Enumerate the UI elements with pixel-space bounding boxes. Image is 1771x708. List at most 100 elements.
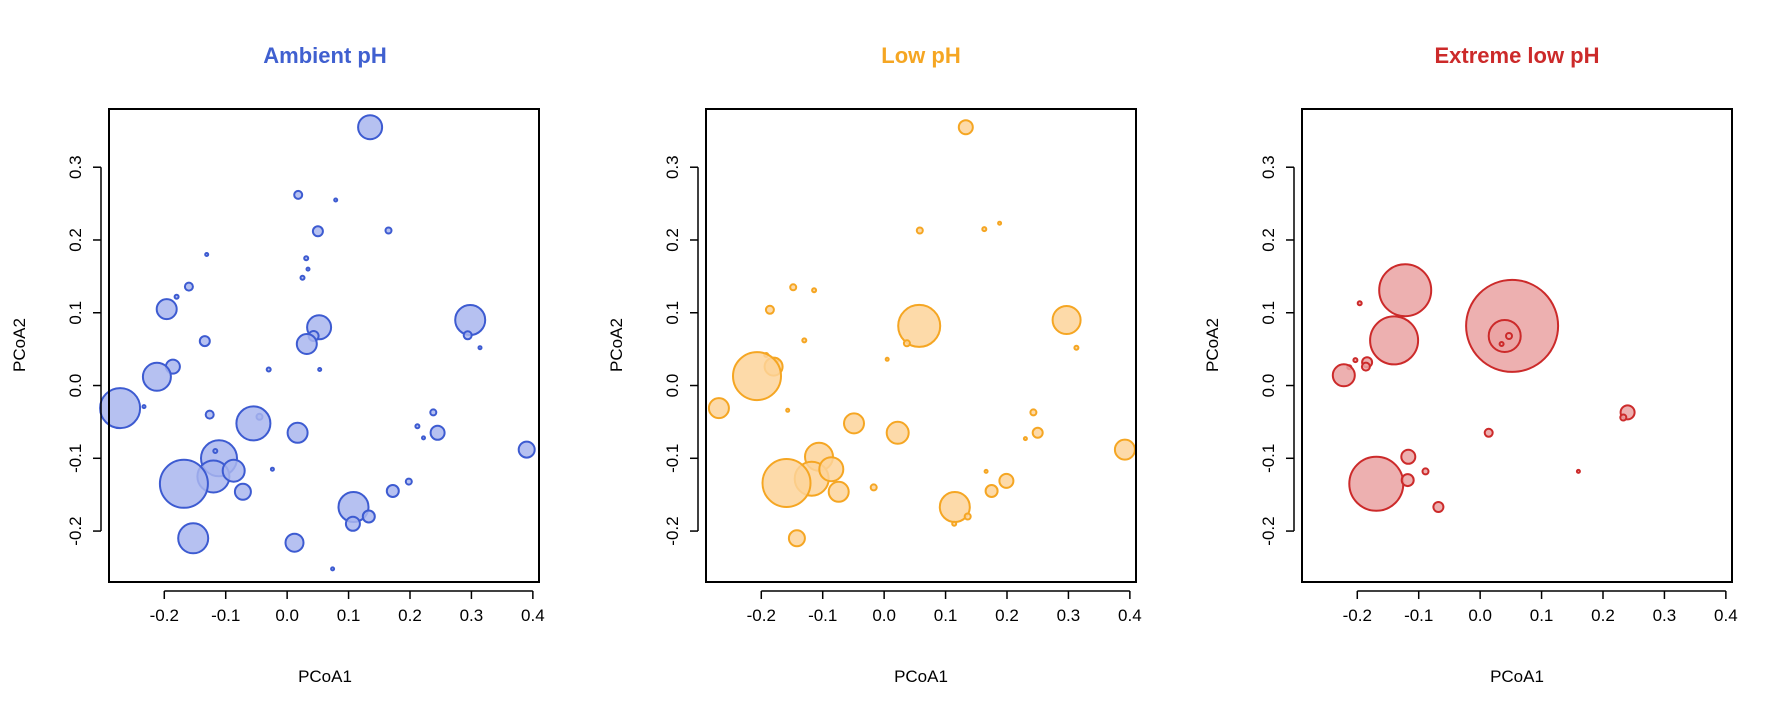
data-point <box>330 566 336 572</box>
data-point <box>827 480 850 503</box>
data-point <box>761 458 812 508</box>
data-point <box>818 456 845 483</box>
x-tick-label: 0.0 <box>1468 606 1492 625</box>
data-point <box>183 281 194 292</box>
data-point <box>421 435 426 441</box>
data-point <box>311 225 324 238</box>
points-low <box>707 119 1136 548</box>
data-point <box>173 293 180 300</box>
data-point <box>902 339 911 348</box>
data-point <box>1031 426 1044 439</box>
y-ticks-extreme: -0.2 -0.1 0.0 0.1 0.2 0.3 <box>1259 155 1295 546</box>
data-point <box>957 119 974 136</box>
data-point <box>915 226 924 235</box>
data-point <box>884 356 890 362</box>
data-point <box>1487 319 1522 353</box>
data-point <box>317 367 323 372</box>
data-point <box>299 274 306 281</box>
data-point <box>454 304 487 336</box>
data-point <box>1498 341 1505 347</box>
y-tick-label: 0.3 <box>1259 155 1278 179</box>
x-tick-label: 0.0 <box>872 606 896 625</box>
data-point <box>1432 501 1445 513</box>
data-point <box>1400 448 1417 465</box>
data-point <box>333 197 339 203</box>
x-axis-label-ambient: PCoA1 <box>298 667 352 686</box>
x-tick-label: 0.2 <box>995 606 1019 625</box>
data-point <box>1360 361 1371 372</box>
points-ambient <box>99 114 536 572</box>
data-point <box>1400 473 1415 488</box>
x-tick-label: 0.3 <box>460 606 484 625</box>
y-tick-label: 0.0 <box>1259 374 1278 398</box>
data-point <box>204 409 215 420</box>
plot-frame-extreme <box>1301 108 1733 583</box>
data-point <box>1505 332 1513 340</box>
data-point <box>983 468 989 474</box>
data-point <box>141 361 172 392</box>
data-point <box>361 509 376 524</box>
data-point <box>1421 467 1430 476</box>
data-point <box>385 484 400 498</box>
data-point <box>233 482 252 501</box>
data-point <box>477 345 483 351</box>
y-axis-label-extreme: PCoA2 <box>1203 318 1222 372</box>
data-point <box>1619 413 1628 422</box>
y-tick-label: 0.0 <box>663 374 682 398</box>
data-point <box>158 458 209 509</box>
data-point <box>789 283 798 292</box>
y-ticks-low: -0.2 -0.1 0.0 0.1 0.2 0.3 <box>663 155 699 546</box>
data-point <box>235 405 272 442</box>
x-tick-label: -0.2 <box>747 606 776 625</box>
y-tick-label: -0.1 <box>66 444 85 473</box>
data-point <box>843 412 865 435</box>
x-tick-label: 0.3 <box>1057 606 1081 625</box>
y-tick-label: -0.1 <box>663 444 682 473</box>
data-point <box>963 512 972 521</box>
data-point <box>384 226 393 235</box>
y-tick-label: 0.3 <box>66 155 85 179</box>
data-point <box>1051 305 1082 335</box>
data-point <box>429 408 438 417</box>
points-extreme <box>1331 263 1636 513</box>
y-axis-label-low: PCoA2 <box>607 318 626 372</box>
x-tick-label: 0.4 <box>521 606 545 625</box>
panel-low-ph: Low pH -0.2 -0.1 0.0 0.1 0.2 0.3 0.4 -0.2 -0.1 0… <box>607 43 1142 686</box>
x-tick-label: -0.1 <box>211 606 240 625</box>
data-point <box>414 423 421 430</box>
data-point <box>269 466 275 472</box>
data-point <box>305 266 311 272</box>
data-point <box>1352 357 1359 364</box>
data-point <box>998 472 1015 489</box>
x-tick-label: 0.2 <box>398 606 422 625</box>
data-point <box>293 189 304 200</box>
data-point <box>295 333 318 355</box>
data-point <box>885 420 910 445</box>
data-point <box>462 330 473 341</box>
data-point <box>284 532 305 553</box>
data-point <box>177 522 210 555</box>
data-point <box>984 484 999 498</box>
y-tick-label: -0.2 <box>1259 516 1278 545</box>
x-tick-label: -0.2 <box>150 606 179 625</box>
data-point <box>265 366 272 373</box>
data-point <box>344 515 361 532</box>
plot-frame-low <box>705 108 1137 583</box>
data-point <box>286 421 309 444</box>
data-point <box>204 252 210 257</box>
data-point <box>357 114 384 141</box>
plot-frame-ambient <box>108 108 540 583</box>
data-point <box>221 458 246 483</box>
data-point <box>212 448 219 454</box>
panel-title-extreme: Extreme low pH <box>1434 43 1599 68</box>
x-tick-label: 0.4 <box>1714 606 1738 625</box>
data-point <box>1331 363 1356 388</box>
data-point <box>981 226 988 233</box>
data-point <box>869 483 878 492</box>
x-tick-label: -0.1 <box>808 606 837 625</box>
data-point <box>198 335 211 348</box>
panel-title-ambient: Ambient pH <box>263 43 386 68</box>
data-point <box>1483 427 1494 438</box>
x-tick-label: 0.1 <box>1530 606 1554 625</box>
